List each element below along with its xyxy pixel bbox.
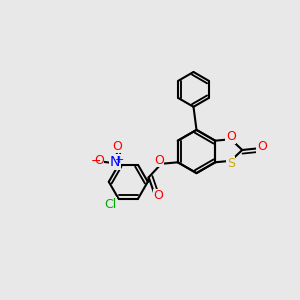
Text: O: O bbox=[226, 130, 236, 143]
Text: O: O bbox=[113, 140, 123, 152]
Text: −: − bbox=[91, 155, 101, 168]
Text: Cl: Cl bbox=[104, 198, 116, 211]
Text: S: S bbox=[227, 157, 235, 170]
Text: O: O bbox=[257, 140, 267, 154]
Text: O: O bbox=[94, 154, 104, 167]
Text: O: O bbox=[154, 189, 164, 203]
Text: +: + bbox=[115, 154, 124, 164]
Text: O: O bbox=[154, 154, 164, 167]
Text: N: N bbox=[110, 155, 120, 169]
